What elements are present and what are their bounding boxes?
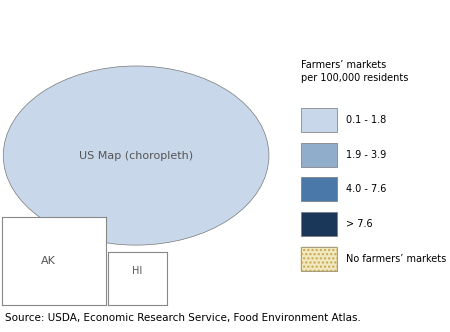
Text: 1.9 - 3.9: 1.9 - 3.9	[346, 150, 387, 160]
Text: > 7.6: > 7.6	[346, 219, 373, 229]
Text: 4.0 - 7.6: 4.0 - 7.6	[346, 184, 387, 194]
Text: Farmers’ markets
per 100,000 residents: Farmers’ markets per 100,000 residents	[301, 60, 408, 83]
FancyBboxPatch shape	[301, 247, 337, 271]
Text: AK: AK	[41, 256, 56, 267]
FancyBboxPatch shape	[301, 143, 337, 167]
FancyBboxPatch shape	[301, 177, 337, 201]
Ellipse shape	[3, 66, 269, 245]
FancyBboxPatch shape	[301, 212, 337, 236]
Text: No farmers’ markets: No farmers’ markets	[346, 254, 446, 264]
Text: US Map (choropleth): US Map (choropleth)	[79, 150, 193, 161]
Text: Per capita availability of farmers' markets, 2009: Per capita availability of farmers' mark…	[5, 10, 406, 25]
Text: HI: HI	[132, 266, 142, 276]
Text: Source: USDA, Economic Research Service, Food Environment Atlas.: Source: USDA, Economic Research Service,…	[5, 313, 361, 323]
Text: 0.1 - 1.8: 0.1 - 1.8	[346, 115, 387, 125]
FancyBboxPatch shape	[301, 108, 337, 132]
